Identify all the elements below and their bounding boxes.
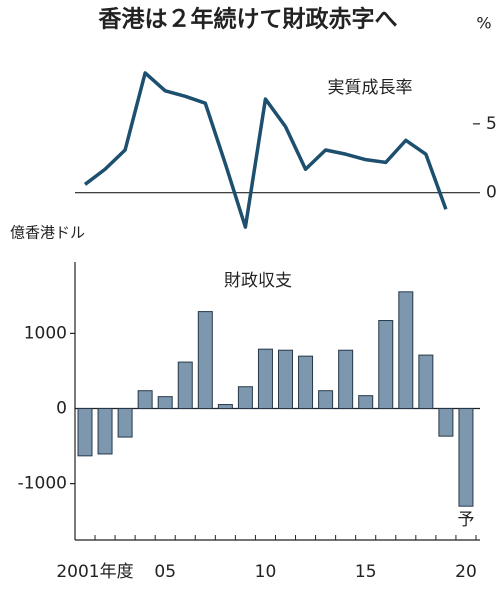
bar [157,396,173,410]
bar [338,349,354,410]
bar [77,408,93,457]
bar-title: 財政収支 [224,271,292,291]
bar [298,355,314,410]
bar [97,408,113,455]
bar [177,361,193,410]
bar [458,408,474,507]
bar [237,386,253,410]
chart-title: 香港は２年続けて財政赤字へ [99,6,398,33]
bar [418,354,434,410]
bar [318,390,334,410]
bar [358,395,374,410]
unit-label: 億香港ドル [10,224,85,242]
unit-label: % [476,14,491,33]
x-tick-label: 10 [255,562,277,582]
x-tick-label: 05 [154,562,176,582]
x-tick-label: 20 [455,562,477,582]
y-tick-label: 0 [56,399,67,419]
y-tick-label: 5 [486,114,497,134]
bar [137,390,153,410]
y-tick-label: 0 [486,183,497,203]
annotation: 予 [457,510,474,530]
bar [117,408,133,438]
bar [197,311,213,410]
bar [398,291,414,410]
growth-line [83,71,448,229]
line-title: 実質成長率 [328,78,413,98]
y-tick-label: 1000 [24,323,67,343]
x-tick-label: 2001年度 [56,562,133,582]
bar [278,349,293,410]
bar [257,348,273,410]
bar [438,408,454,437]
bar [378,320,394,410]
y-tick-label: -1000 [18,474,67,494]
x-tick-label: 15 [355,562,377,582]
bar [217,404,233,410]
